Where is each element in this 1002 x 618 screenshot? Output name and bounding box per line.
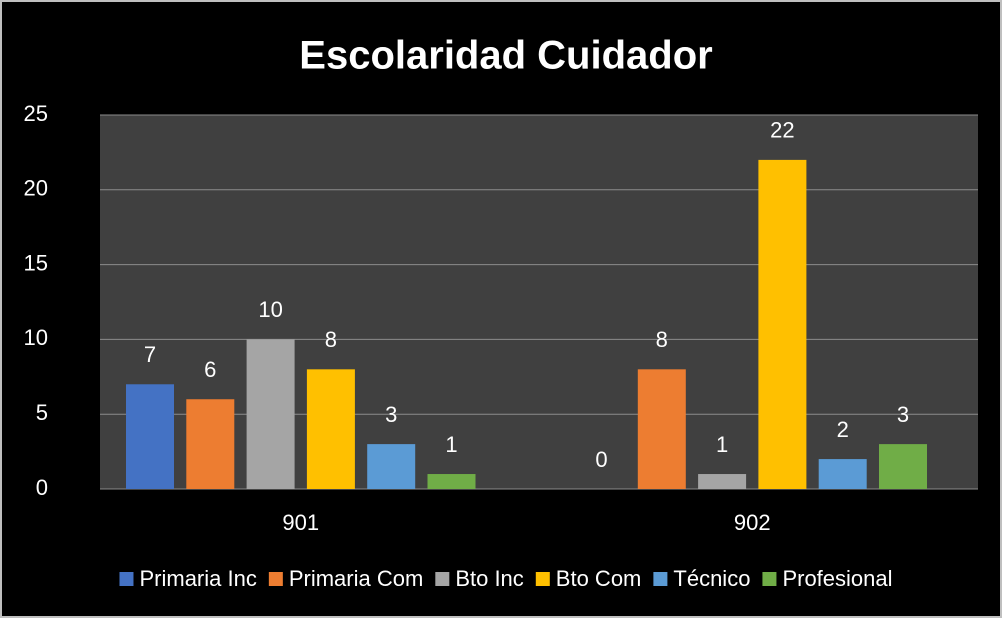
data-label: 1 <box>716 432 728 457</box>
legend-label: Bto Com <box>556 566 642 591</box>
bar <box>637 369 686 489</box>
x-tick-label: 902 <box>734 510 771 535</box>
bar <box>306 369 355 489</box>
legend-swatch <box>535 572 550 586</box>
bar <box>427 474 476 489</box>
y-tick-label: 25 <box>24 101 48 126</box>
chart-title: Escolaridad Cuidador <box>299 34 712 78</box>
bar <box>818 459 867 489</box>
legend-swatch <box>435 572 450 586</box>
legend-swatch <box>762 572 777 586</box>
bar <box>758 159 807 489</box>
data-label: 22 <box>770 118 794 143</box>
data-label: 0 <box>595 447 607 472</box>
bar <box>126 384 174 489</box>
data-label: 2 <box>837 417 849 442</box>
data-label: 8 <box>325 327 337 352</box>
bar <box>879 444 927 489</box>
y-tick-label: 10 <box>24 325 48 350</box>
plot-area <box>100 115 978 489</box>
legend-label: Técnico <box>673 566 750 591</box>
bar <box>186 399 235 489</box>
y-tick-label: 0 <box>36 475 48 500</box>
bar <box>698 474 747 489</box>
legend-swatch <box>119 572 134 586</box>
legend-label: Primaria Com <box>289 566 423 591</box>
legend-swatch <box>268 572 283 586</box>
data-label: 8 <box>656 327 668 352</box>
data-label: 3 <box>385 402 397 427</box>
y-tick-label: 5 <box>36 400 48 425</box>
data-label: 1 <box>445 432 457 457</box>
data-label: 10 <box>258 297 282 322</box>
data-label: 3 <box>897 402 909 427</box>
bar <box>246 339 295 489</box>
y-tick-label: 20 <box>24 176 48 201</box>
y-tick-label: 15 <box>24 250 48 275</box>
legend-label: Profesional <box>782 566 892 591</box>
x-tick-label: 901 <box>282 510 319 535</box>
data-label: 6 <box>204 357 216 382</box>
bar <box>367 444 416 489</box>
legend-swatch <box>653 572 668 586</box>
legend-label: Primaria Inc <box>139 566 256 591</box>
legend-label: Bto Inc <box>455 566 523 591</box>
data-label: 7 <box>144 342 156 367</box>
